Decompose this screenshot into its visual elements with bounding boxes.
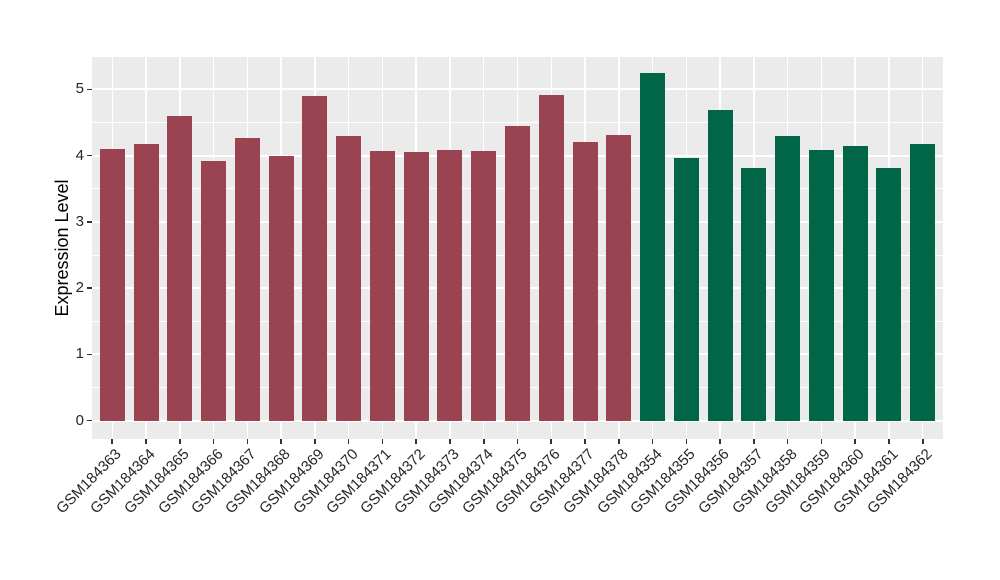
x-tick-mark	[618, 438, 620, 444]
bar-GSM184358	[775, 136, 801, 421]
y-tick-label: 4	[75, 146, 84, 164]
bar-GSM184365	[167, 116, 193, 421]
bar-GSM184378	[606, 135, 632, 421]
x-tick-mark	[854, 438, 856, 444]
bar-GSM184367	[234, 138, 260, 421]
y-tick-label: 3	[75, 212, 84, 230]
x-tick-mark	[482, 438, 485, 444]
bar-GSM184355	[673, 158, 699, 421]
x-tick-mark	[753, 438, 755, 444]
bar-GSM184370	[336, 136, 362, 421]
x-tick-mark	[651, 438, 654, 444]
bar-GSM184356	[707, 109, 733, 421]
x-tick-mark	[921, 438, 924, 444]
x-tick-mark	[314, 438, 316, 444]
x-tick-mark	[449, 438, 451, 444]
y-axis-title: Expression Level	[52, 179, 72, 317]
x-tick-mark	[584, 438, 586, 444]
bar-GSM184377	[572, 141, 598, 421]
x-tick-mark	[888, 438, 890, 444]
bar-GSM184363	[99, 148, 125, 421]
y-tick-mark	[86, 154, 92, 157]
bar-GSM184369	[302, 95, 328, 421]
plot-panel	[92, 57, 943, 439]
x-tick-mark	[820, 438, 823, 444]
y-tick-mark	[86, 419, 92, 422]
x-tick-mark	[111, 438, 114, 444]
y-tick-mark	[86, 287, 92, 289]
y-tick-mark	[86, 88, 92, 91]
bar-GSM184362	[910, 144, 936, 421]
x-tick-mark	[381, 438, 384, 444]
x-tick-mark	[516, 438, 519, 444]
bar-GSM184357	[741, 168, 767, 421]
bar-GSM184364	[133, 144, 159, 421]
x-tick-mark	[179, 438, 181, 444]
bar-GSM184373	[437, 149, 463, 421]
y-tick-mark	[86, 353, 92, 356]
x-tick-mark	[685, 438, 688, 444]
x-tick-mark	[719, 438, 721, 444]
y-tick-label: 2	[75, 279, 84, 297]
x-tick-mark	[786, 438, 789, 444]
x-tick-mark	[145, 438, 147, 444]
x-tick-mark	[212, 438, 215, 444]
x-tick-mark	[347, 438, 350, 444]
bar-GSM184359	[808, 150, 834, 421]
bar-GSM184354	[640, 73, 666, 421]
y-tick-mark	[86, 221, 92, 223]
x-tick-mark	[246, 438, 249, 444]
bar-GSM184375	[505, 126, 530, 421]
bar-GSM184374	[471, 150, 497, 421]
x-tick-mark	[280, 438, 282, 444]
bar-GSM184361	[876, 168, 902, 421]
bar-GSM184371	[369, 150, 395, 421]
y-tick-label: 0	[75, 411, 84, 429]
y-tick-label: 1	[75, 345, 84, 363]
x-tick-mark	[550, 438, 553, 444]
bar-GSM184366	[201, 160, 227, 421]
bar-GSM184372	[403, 152, 429, 421]
bar-GSM184368	[268, 156, 294, 421]
bar-GSM184360	[842, 146, 868, 421]
bar-GSM184376	[538, 95, 564, 421]
x-tick-mark	[415, 438, 417, 444]
y-tick-label: 5	[75, 80, 84, 98]
